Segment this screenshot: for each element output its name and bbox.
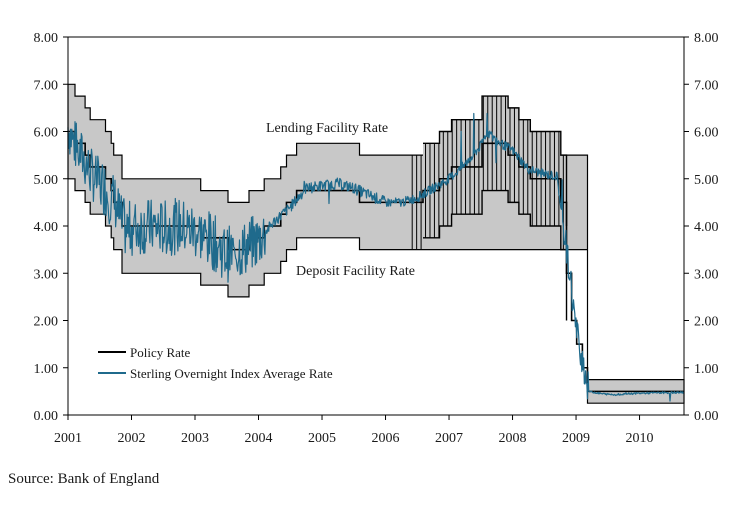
y-tick-label-left: 6.00 <box>34 126 59 141</box>
y-tick-label-left: 5.00 <box>34 173 59 188</box>
x-tick-label: 2009 <box>562 431 590 446</box>
y-tick-label-right: 7.00 <box>694 78 719 93</box>
y-tick-label-left: 2.00 <box>34 315 59 330</box>
x-tick-label: 2001 <box>54 431 82 446</box>
y-tick-label-left: 1.00 <box>34 362 59 377</box>
source-note: Source: Bank of England <box>8 471 160 487</box>
annotation-deposit-facility-rate: Deposit Facility Rate <box>296 264 415 279</box>
x-tick-label: 2006 <box>372 431 400 446</box>
sonia-line <box>67 112 685 402</box>
y-tick-label-left: 7.00 <box>34 78 59 93</box>
corridor-band-striped <box>423 96 567 321</box>
tick-labels: 0.00 0.00 1.00 1.00 2.00 2.00 3.00 3.00 4.00 4.00… <box>34 31 719 446</box>
x-tick-label: 2003 <box>181 431 209 446</box>
chart: 0.00 0.00 1.00 1.00 2.00 2.00 3.00 3.00 4.00 4.00… <box>34 31 719 446</box>
x-tick-label: 2004 <box>245 431 273 446</box>
sonia-layer <box>67 112 685 402</box>
y-tick-label-left: 8.00 <box>34 31 59 46</box>
x-tick-label: 2002 <box>118 431 146 446</box>
x-tick-label: 2005 <box>308 431 336 446</box>
y-tick-label-left: 3.00 <box>34 267 59 282</box>
x-tick-label: 2007 <box>435 431 463 446</box>
axis-ticks <box>63 36 689 420</box>
x-tick-label: 2008 <box>499 431 527 446</box>
y-tick-label-right: 2.00 <box>694 315 719 330</box>
corridor-upper-edge <box>422 95 568 226</box>
y-tick-label-right: 4.00 <box>694 220 719 235</box>
legend-label-policy-rate: Policy Rate <box>130 345 191 360</box>
y-tick-label-left: 0.00 <box>34 409 59 424</box>
y-tick-label-right: 5.00 <box>694 173 719 188</box>
corridor-lower-edge <box>422 189 568 321</box>
y-tick-label-right: 8.00 <box>694 31 719 46</box>
y-tick-label-right: 3.00 <box>694 267 719 282</box>
y-tick-label-right: 1.00 <box>694 362 719 377</box>
legend-label-sonia: Sterling Overnight Index Average Rate <box>130 366 333 381</box>
y-tick-label-right: 6.00 <box>694 126 719 141</box>
legend: Policy Rate Sterling Overnight Index Ave… <box>98 345 333 381</box>
annotation-lending-facility-rate: Lending Facility Rate <box>266 121 388 136</box>
y-tick-label-right: 0.00 <box>694 409 719 424</box>
y-tick-label-left: 4.00 <box>34 220 59 235</box>
x-tick-label: 2010 <box>626 431 654 446</box>
